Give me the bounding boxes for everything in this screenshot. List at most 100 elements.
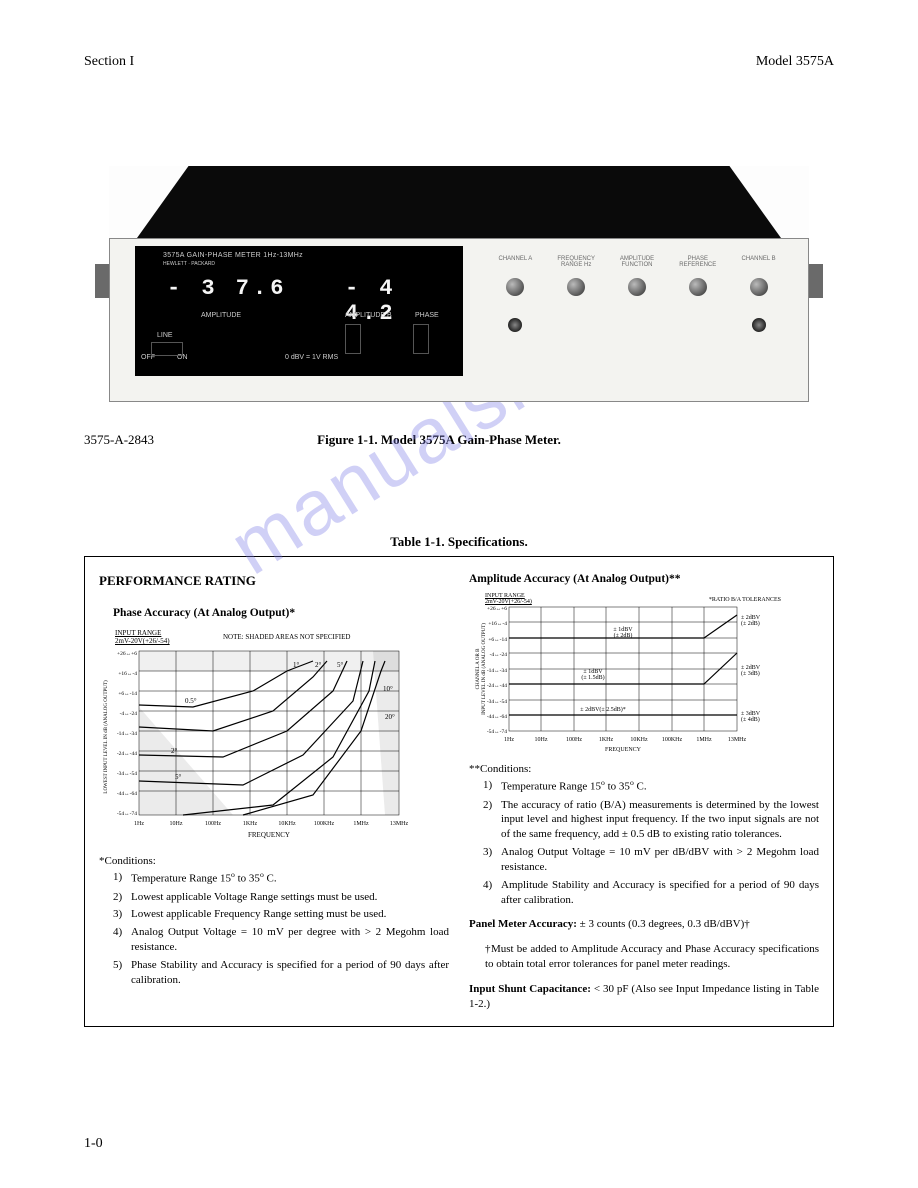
knob-frequency: FREQUENCY RANGE Hz: [549, 256, 603, 296]
svg-text:FREQUENCY: FREQUENCY: [248, 831, 290, 839]
label-phase: PHASE: [415, 312, 439, 319]
section-label: Section I: [84, 54, 134, 70]
bnc-icon: [508, 318, 522, 332]
knob-icon: [689, 278, 707, 296]
svg-text:0.5°: 0.5°: [185, 697, 197, 705]
svg-text:(± 2dB): (± 2dB): [741, 620, 760, 627]
instrument-figure: 3575A GAIN-PHASE METER 1Hz-13MHz HEWLETT…: [84, 166, 834, 448]
svg-text:1MHz: 1MHz: [696, 737, 712, 743]
cond-text: Lowest applicable Frequency Range settin…: [131, 907, 386, 922]
svg-text:-34↔-54: -34↔-54: [487, 699, 507, 705]
svg-text:-4↔-24: -4↔-24: [490, 652, 508, 658]
input-range-note: INPUT RANGE 2mV-20V(+26/-54): [115, 629, 170, 645]
svg-text:(± 1.5dB): (± 1.5dB): [581, 674, 604, 681]
svg-text:(± 2dB): (± 2dB): [614, 632, 633, 639]
right-column: Amplitude Accuracy (At Analog Output)** …: [469, 573, 819, 1012]
amp-conditions-head: **Conditions:: [469, 763, 819, 775]
svg-text:5°: 5°: [337, 661, 344, 669]
knob-label: PHASE REFERENCE: [671, 256, 725, 272]
panel-meter-val: ± 3 counts (0.3 degrees, 0.3 dB/dBV)†: [577, 918, 750, 930]
knob-icon: [628, 278, 646, 296]
svg-text:1MHz: 1MHz: [353, 821, 369, 827]
amp-conditions-list: 1)Temperature Range 15o to 35o C. 2)The …: [469, 778, 819, 907]
svg-text:FREQUENCY: FREQUENCY: [605, 747, 642, 753]
cond-text: Lowest applicable Voltage Range settings…: [131, 890, 377, 905]
cond-text: Phase Stability and Accuracy is specifie…: [131, 958, 449, 988]
svg-text:(± 4dB): (± 4dB): [741, 716, 760, 723]
cond-text: Temperature Range 15o to 35o C.: [131, 870, 277, 887]
input-shunt: Input Shunt Capacitance: < 30 pF (Also s…: [469, 982, 819, 1012]
label-amplitude-b: AMPLITUDE B: [345, 312, 392, 319]
knob-icon: [567, 278, 585, 296]
label-range: 0 dBV = 1V RMS: [285, 354, 338, 361]
knob-icon: [750, 278, 768, 296]
svg-text:-54↔-74: -54↔-74: [487, 729, 507, 735]
svg-text:-14↔-34: -14↔-34: [117, 731, 137, 737]
table-caption: Table 1-1. Specifications.: [84, 534, 834, 550]
knob-channel-b: CHANNEL B: [732, 256, 786, 332]
svg-text:+16↔-4: +16↔-4: [488, 621, 507, 627]
knob-amplitude-fn: AMPLITUDE FUNCTION: [610, 256, 664, 296]
left-column: PERFORMANCE RATING Phase Accuracy (At An…: [99, 573, 449, 1012]
input-range-note: INPUT RANGE 2mV-20V(+26/-54): [485, 593, 532, 605]
phase-conditions-head: *Conditions:: [99, 855, 449, 867]
cond-text: Analog Output Voltage = 10 mV per dB/dBV…: [501, 845, 819, 875]
svg-text:-54↔-74: -54↔-74: [117, 811, 137, 817]
svg-text:-24↔-44: -24↔-44: [487, 683, 507, 689]
lcd-panel: 3575A GAIN-PHASE METER 1Hz-13MHz HEWLETT…: [135, 246, 463, 376]
amplitude-accuracy-chart: INPUT RANGE 2mV-20V(+26/-54) *RATIO B/A …: [473, 595, 783, 755]
shunt-label: Input Shunt Capacitance:: [469, 983, 591, 995]
svg-text:10Hz: 10Hz: [170, 821, 183, 827]
switch-phase: [413, 324, 429, 354]
svg-text:1°: 1°: [293, 661, 300, 669]
svg-text:1Hz: 1Hz: [504, 737, 514, 743]
phase-accuracy-head: Phase Accuracy (At Analog Output)*: [99, 607, 449, 619]
rack-ear-right: [809, 264, 823, 298]
knob-phase-ref: PHASE REFERENCE: [671, 256, 725, 296]
svg-text:10Hz: 10Hz: [535, 737, 548, 743]
model-label: Model 3575A: [756, 54, 834, 70]
svg-text:13MHz: 13MHz: [390, 821, 409, 827]
svg-text:5°: 5°: [175, 773, 182, 781]
svg-text:-44↔-64: -44↔-64: [117, 791, 137, 797]
amp-chart-svg: ± 1dBV (± 2dB) ± 1dBV (± 1.5dB) ± 2dBV(±…: [473, 595, 783, 755]
svg-text:+6↔-14: +6↔-14: [488, 637, 507, 643]
svg-text:-14↔-34: -14↔-34: [487, 668, 507, 674]
svg-text:1KHz: 1KHz: [599, 737, 614, 743]
label-amplitude: AMPLITUDE: [201, 312, 241, 319]
svg-text:+26↔+6: +26↔+6: [117, 651, 137, 657]
svg-text:1Hz: 1Hz: [134, 821, 144, 827]
panel-meter-label: Panel Meter Accuracy:: [469, 918, 577, 930]
rack-ear-left: [95, 264, 109, 298]
svg-text:100Hz: 100Hz: [205, 821, 221, 827]
svg-text:1KHz: 1KHz: [243, 821, 258, 827]
svg-text:+16↔-4: +16↔-4: [118, 671, 137, 677]
phase-chart-svg: 0.5° 1° 2° 5° 2° 5° 10° 20° 1Hz10Hz 100H…: [103, 647, 413, 847]
svg-text:2°: 2°: [171, 747, 178, 755]
svg-text:10KHz: 10KHz: [630, 737, 648, 743]
svg-text:+26↔+6: +26↔+6: [487, 606, 507, 612]
cond-text: The accuracy of ratio (B/A) measurements…: [501, 798, 819, 843]
svg-text:100KHz: 100KHz: [314, 821, 335, 827]
knob-label: FREQUENCY RANGE Hz: [549, 256, 603, 272]
phase-accuracy-chart: INPUT RANGE 2mV-20V(+26/-54) NOTE: SHADE…: [103, 647, 413, 847]
svg-text:-4↔-24: -4↔-24: [120, 711, 138, 717]
shaded-note: NOTE: SHADED AREAS NOT SPECIFIED: [223, 633, 350, 641]
readout-left: - 3 7.6: [167, 276, 287, 301]
switch-amplitude-b: [345, 324, 361, 354]
cond-text: Analog Output Voltage = 10 mV per degree…: [131, 925, 449, 955]
panel-meter-accuracy: Panel Meter Accuracy: ± 3 counts (0.3 de…: [469, 917, 819, 932]
chassis-top: [137, 166, 781, 238]
figure-caption: Figure 1-1. Model 3575A Gain-Phase Meter…: [44, 432, 834, 448]
lcd-title: 3575A GAIN-PHASE METER 1Hz-13MHz: [163, 252, 303, 259]
svg-text:± 2dBV(± 2.5dB)*: ± 2dBV(± 2.5dB)*: [580, 706, 625, 713]
label-line: LINE: [157, 332, 173, 339]
phase-conditions-list: 1)Temperature Range 15o to 35o C. 2)Lowe…: [99, 870, 449, 988]
svg-text:100Hz: 100Hz: [566, 737, 582, 743]
knob-label: CHANNEL A: [498, 256, 532, 272]
knob-label: AMPLITUDE FUNCTION: [610, 256, 664, 272]
svg-text:-44↔-64: -44↔-64: [487, 714, 507, 720]
svg-text:INPUT LEVEL IN dB (ANALOG OUTP: INPUT LEVEL IN dB (ANALOG OUTPUT): [482, 623, 487, 715]
svg-text:2°: 2°: [315, 661, 322, 669]
brand-label: HEWLETT · PACKARD: [163, 261, 215, 267]
